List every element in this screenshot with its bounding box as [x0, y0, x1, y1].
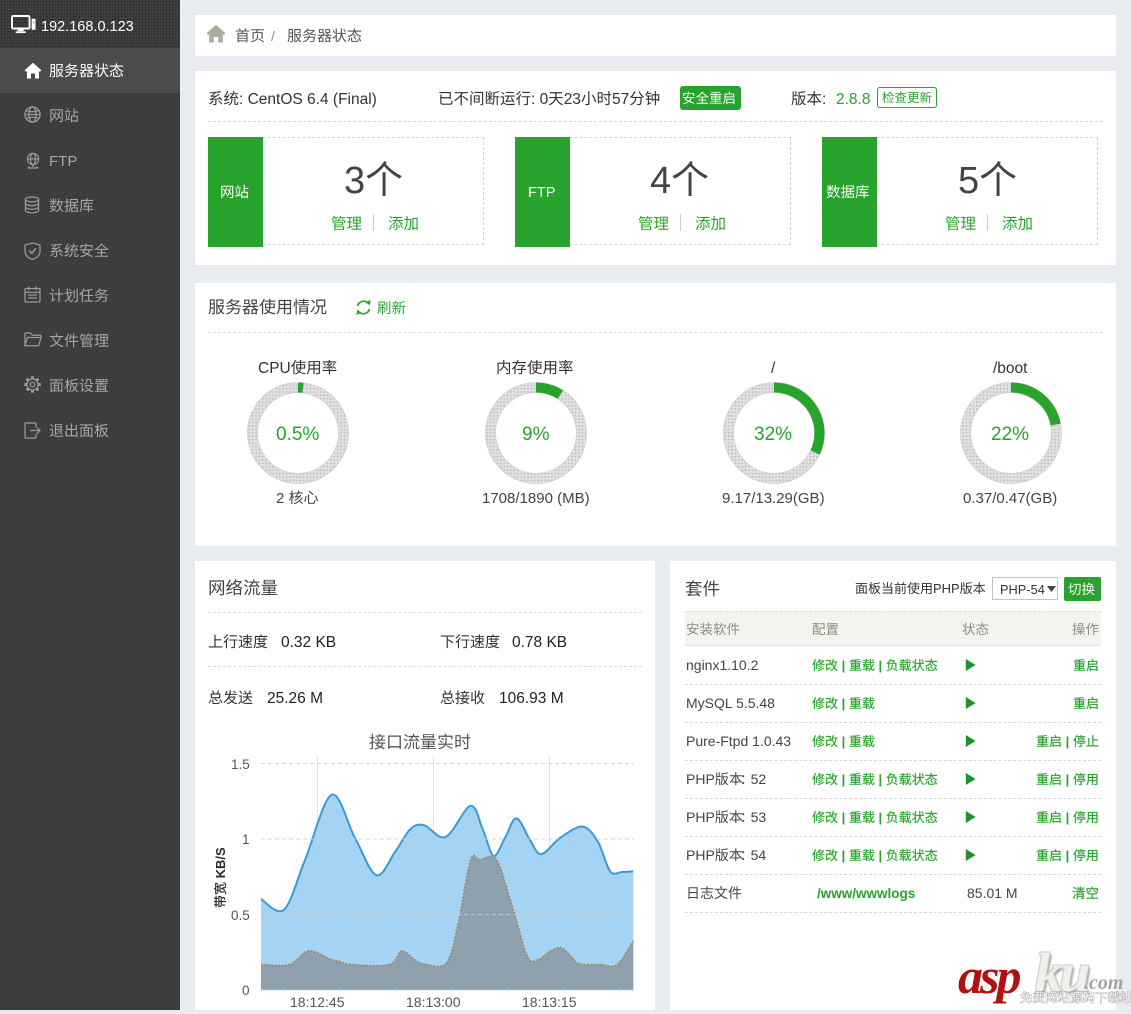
- svg-text:1: 1: [242, 832, 250, 847]
- svg-text:1.5: 1.5: [231, 757, 250, 772]
- svg-text:9.17/13.29(GB): 9.17/13.29(GB): [722, 490, 825, 507]
- svg-text:|: |: [875, 658, 886, 673]
- svg-text:|: |: [1062, 810, 1073, 825]
- svg-text:PHP: PHP: [933, 581, 960, 596]
- svg-text:|: |: [838, 848, 849, 863]
- svg-text:FTP: FTP: [528, 185, 555, 201]
- svg-text:PHP: PHP: [686, 809, 715, 825]
- svg-text:5: 5: [958, 160, 979, 202]
- svg-text:18:13:15: 18:13:15: [522, 994, 577, 1010]
- svg-text:192.168.0.123: 192.168.0.123: [41, 19, 134, 35]
- svg-text:53: 53: [751, 809, 767, 825]
- svg-text:|: |: [838, 696, 849, 711]
- svg-text:/boot: /boot: [993, 360, 1028, 377]
- svg-text:32%: 32%: [754, 424, 792, 445]
- svg-text:|: |: [875, 810, 886, 825]
- svg-text:9%: 9%: [522, 424, 550, 445]
- svg-text:18:13:00: 18:13:00: [406, 994, 461, 1010]
- svg-text:|: |: [875, 848, 886, 863]
- svg-text:25.26 M: 25.26 M: [267, 690, 323, 707]
- svg-text:4: 4: [650, 160, 671, 202]
- svg-text:0.37/0.47(GB): 0.37/0.47(GB): [963, 490, 1057, 507]
- svg-text:54: 54: [751, 847, 767, 863]
- svg-text:PHP-54: PHP-54: [1000, 582, 1045, 597]
- svg-text:1708/1890 (MB): 1708/1890 (MB): [482, 490, 590, 507]
- svg-text:0.78 KB: 0.78 KB: [512, 634, 567, 651]
- svg-text:: CentOS 6.4 (Final): : CentOS 6.4 (Final): [239, 91, 377, 108]
- svg-text:106.93 M: 106.93 M: [499, 690, 564, 707]
- svg-text:23: 23: [564, 91, 581, 108]
- svg-text:3: 3: [344, 160, 365, 202]
- svg-text:|: |: [838, 772, 849, 787]
- svg-text:22%: 22%: [991, 424, 1029, 445]
- svg-text:CPU: CPU: [258, 360, 291, 377]
- svg-text:/: /: [771, 360, 776, 377]
- svg-text:|: |: [1062, 734, 1073, 749]
- svg-text:MySQL 5.5.48: MySQL 5.5.48: [686, 695, 775, 711]
- svg-text:0: 0: [242, 983, 250, 998]
- svg-text:|: |: [1062, 848, 1073, 863]
- svg-text:57: 57: [612, 91, 629, 108]
- svg-text:KB/S: KB/S: [213, 847, 228, 882]
- svg-text:/: /: [271, 28, 275, 44]
- svg-text:nginx1.10.2: nginx1.10.2: [686, 657, 759, 673]
- svg-text:0.5%: 0.5%: [276, 424, 319, 445]
- svg-text:|: |: [875, 772, 886, 787]
- svg-text:Pure-Ftpd 1.0.43: Pure-Ftpd 1.0.43: [686, 733, 791, 749]
- svg-text:18:12:45: 18:12:45: [290, 994, 345, 1010]
- svg-text:: 0: : 0: [531, 91, 549, 108]
- svg-text:PHP: PHP: [686, 771, 715, 787]
- svg-text:2.8.8: 2.8.8: [836, 91, 870, 108]
- svg-text:0.32 KB: 0.32 KB: [281, 634, 336, 651]
- svg-text:0.5: 0.5: [231, 908, 250, 923]
- svg-text:52: 52: [751, 771, 767, 787]
- svg-text:/www/wwwlogs: /www/wwwlogs: [817, 886, 915, 901]
- svg-text:FTP: FTP: [49, 153, 77, 170]
- svg-text:85.01 M: 85.01 M: [967, 885, 1018, 901]
- svg-text:|: |: [838, 658, 849, 673]
- svg-text:|: |: [838, 734, 849, 749]
- svg-text:|: |: [1062, 772, 1073, 787]
- svg-text:PHP: PHP: [686, 847, 715, 863]
- svg-text::: :: [822, 91, 826, 108]
- svg-text:|: |: [838, 810, 849, 825]
- svg-text:2: 2: [276, 490, 289, 507]
